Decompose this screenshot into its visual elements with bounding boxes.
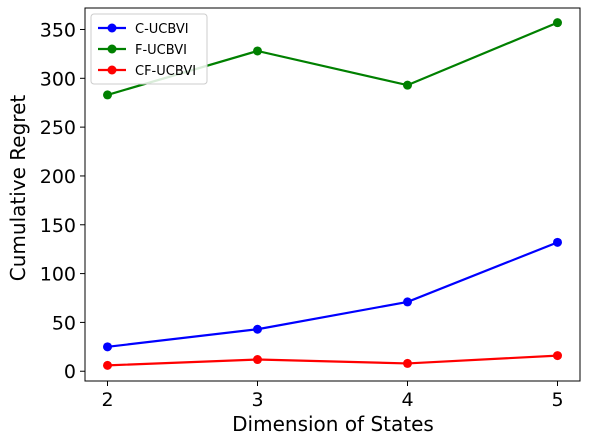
y-tick-label: 250 <box>40 117 76 139</box>
x-tick-label: 3 <box>251 389 263 411</box>
legend-label: F-UCBVI <box>135 43 187 58</box>
data-point-cf-ucbvi <box>553 351 562 361</box>
series-line-c-ucbvi <box>107 241 558 348</box>
data-point-cf-ucbvi <box>103 360 112 370</box>
data-point-cf-ucbvi <box>403 358 412 368</box>
y-tick-label: 200 <box>40 166 76 188</box>
x-tick-label: 2 <box>101 389 113 411</box>
y-tick-label: 100 <box>40 264 76 286</box>
data-point-c-ucbvi <box>253 324 262 334</box>
x-tick-label: 5 <box>551 389 563 411</box>
data-point-c-ucbvi <box>103 342 112 352</box>
data-point-f-ucbvi <box>253 46 262 56</box>
legend-marker <box>107 44 117 54</box>
y-tick-label: 350 <box>40 19 76 41</box>
legend: C-UCBVI F-UCBVI CF-UCBVI <box>90 13 208 85</box>
legend-label: C-UCBVI <box>135 22 189 37</box>
y-tick-label: 300 <box>40 68 76 90</box>
legend-item-c-ucbvi: C-UCBVI <box>98 22 189 37</box>
legend-box <box>90 13 208 85</box>
legend-label: CF-UCBVI <box>135 64 196 79</box>
data-point-f-ucbvi <box>553 18 562 28</box>
plot-frame <box>84 7 581 382</box>
x-tick-label: 4 <box>401 389 413 411</box>
legend-marker <box>107 65 117 75</box>
data-point-cf-ucbvi <box>253 355 262 365</box>
data-point-c-ucbvi <box>403 297 412 307</box>
data-point-f-ucbvi <box>403 80 412 90</box>
y-tick-label: 0 <box>64 361 76 383</box>
data-point-c-ucbvi <box>553 237 562 247</box>
series-c-ucbvi <box>103 237 562 352</box>
legend-item-cf-ucbvi: CF-UCBVI <box>98 64 196 79</box>
x-axis: 2 3 4 5 <box>101 381 564 411</box>
x-axis-label: Dimension of States <box>232 412 434 436</box>
y-axis: 0 50 100 150 200 250 300 350 <box>40 19 85 383</box>
legend-item-f-ucbvi: F-UCBVI <box>98 43 187 58</box>
series-line-cf-ucbvi <box>107 354 558 367</box>
data-point-f-ucbvi <box>103 90 112 100</box>
y-axis-label: Cumulative Regret <box>6 95 30 282</box>
y-tick-label: 150 <box>40 215 76 237</box>
y-tick-label: 50 <box>52 312 76 334</box>
series-cf-ucbvi <box>103 351 562 370</box>
plot-area <box>84 7 581 382</box>
legend-marker <box>107 23 117 33</box>
